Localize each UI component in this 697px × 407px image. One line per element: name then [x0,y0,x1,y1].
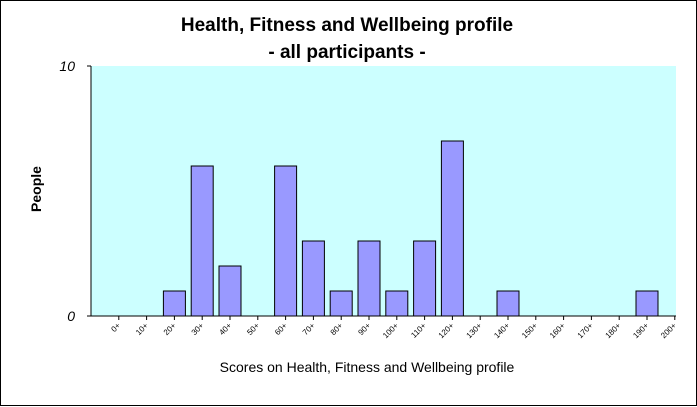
x-tick-label: 170+ [576,321,595,340]
x-tick-label: 70+ [301,321,317,337]
bar-70-plus [301,240,325,317]
y-tick-label: 10 [59,58,75,74]
x-tick-label: 180+ [604,321,623,340]
x-tick-label: 80+ [329,321,345,337]
bar-80-plus [329,290,353,317]
x-tick-label: 30+ [190,321,206,337]
x-tick-label: 0+ [109,321,122,334]
x-tick-label: 190+ [631,321,650,340]
x-tick-label: 90+ [356,321,372,337]
bars-group [162,140,659,317]
chart-title: Health, Fitness and Wellbeing profile [181,15,513,36]
axes-group [87,65,676,320]
x-tick-label: 130+ [465,321,484,340]
x-tick-label: 140+ [492,321,511,340]
x-tick-label: 110+ [409,321,428,340]
x-tick-label: 20+ [162,321,178,337]
bar-90-plus [357,240,381,317]
y-axis-label: People [28,166,44,212]
x-tick-label: 60+ [273,321,289,337]
plot-area [91,66,676,316]
bar-110-plus [413,240,437,317]
bar-30-plus [190,165,214,317]
bar-60-plus [274,165,298,317]
bar-40-plus [218,265,242,317]
x-tick-label: 100+ [381,321,400,340]
x-axis-label: Scores on Health, Fitness and Wellbeing … [220,359,515,375]
bar-140-plus [496,290,520,317]
x-tick-label: 40+ [217,321,233,337]
x-tick-label: 160+ [548,321,567,340]
x-tick-label: 200+ [659,321,678,340]
bar-190-plus [635,290,659,317]
x-tick-label: 10+ [134,321,150,337]
x-tick-label: 50+ [245,321,261,337]
x-tick-label: 150+ [520,321,539,340]
bar-120-plus [440,140,464,317]
bar-20-plus [162,290,186,317]
bar-100-plus [385,290,409,317]
x-tick-label: 120+ [437,321,456,340]
chart-subtitle: - all participants - [268,42,425,63]
y-tick-label: 0 [67,308,75,324]
